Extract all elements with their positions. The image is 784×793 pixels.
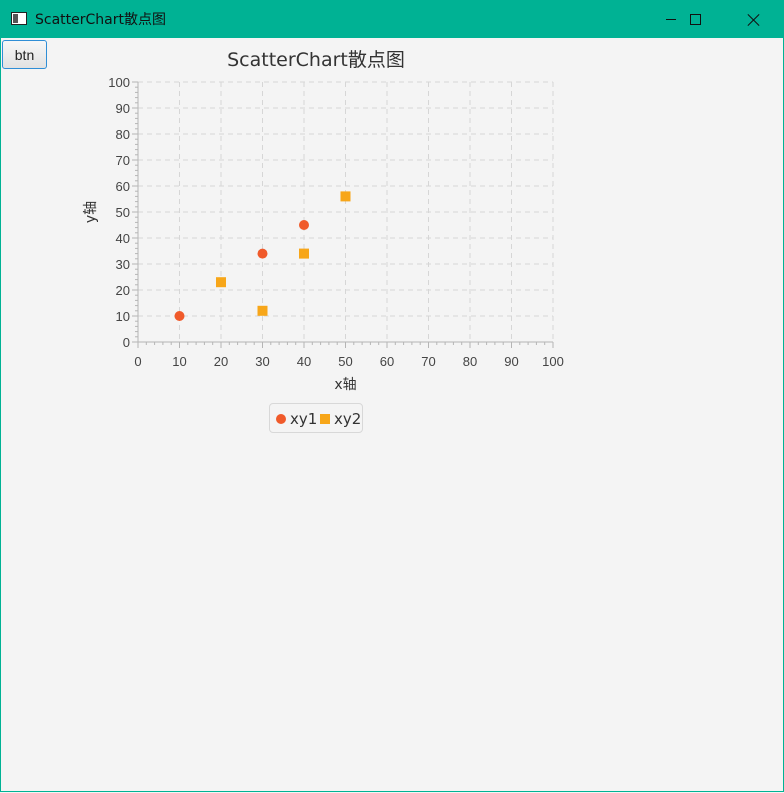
data-point-xy1 — [257, 248, 268, 259]
window-title: ScatterChart散点图 — [35, 12, 166, 28]
x-tick-label: 90 — [504, 354, 518, 369]
x-tick-label: 80 — [463, 354, 477, 369]
x-tick-label: 70 — [421, 354, 435, 369]
chart-legend: xy1 xy2 — [269, 403, 363, 433]
y-tick-label: 50 — [116, 205, 130, 220]
data-point-xy2 — [257, 305, 268, 316]
y-tick-label: 70 — [116, 153, 130, 168]
data-point-xy2 — [299, 248, 309, 259]
app-window-icon — [11, 12, 27, 25]
legend-square-marker — [320, 414, 330, 424]
legend-circle-marker — [276, 414, 286, 424]
x-tick-label: 20 — [214, 354, 228, 369]
y-tick-label: 10 — [116, 309, 130, 324]
y-tick-label: 90 — [116, 101, 130, 116]
x-tick-label: 100 — [542, 354, 564, 369]
x-tick-label: 40 — [297, 354, 311, 369]
x-tick-label: 60 — [380, 354, 394, 369]
legend-label-xy1: xy1 — [290, 410, 318, 428]
y-tick-label: 60 — [116, 179, 130, 194]
data-point-xy2 — [216, 277, 226, 288]
x-tick-label: 50 — [338, 354, 352, 369]
data-point-xy2 — [340, 191, 351, 202]
x-tick-label: 30 — [255, 354, 269, 369]
y-tick-label: 100 — [108, 75, 130, 90]
btn-button[interactable]: btn — [2, 40, 47, 69]
maximize-icon — [689, 14, 701, 25]
x-axis-label: x轴 — [334, 377, 356, 393]
y-tick-label: 30 — [116, 257, 130, 272]
maximize-button[interactable] — [672, 1, 718, 38]
minimize-button[interactable] — [648, 1, 694, 38]
y-tick-label: 0 — [123, 335, 130, 350]
y-tick-label: 20 — [116, 283, 130, 298]
x-tick-label: 0 — [134, 354, 141, 369]
y-tick-label: 40 — [116, 231, 130, 246]
minimize-icon — [666, 19, 676, 20]
data-point-xy1 — [299, 220, 309, 230]
y-axis-label: y轴 — [83, 201, 99, 223]
title-bar[interactable]: ScatterChart散点图 — [1, 1, 783, 38]
y-tick-label: 80 — [116, 127, 130, 142]
x-tick-label: 10 — [172, 354, 186, 369]
data-point-xy1 — [174, 311, 185, 321]
chart-title: ScatterChart散点图 — [227, 49, 405, 71]
legend-label-xy2: xy2 — [334, 410, 362, 428]
